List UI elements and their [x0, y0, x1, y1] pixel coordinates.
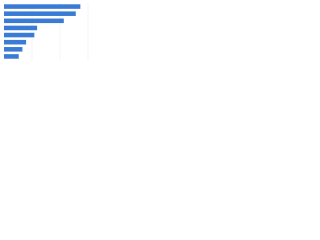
- bar: [4, 32, 35, 38]
- bar: [4, 25, 38, 31]
- bar: [4, 54, 19, 59]
- bar: [4, 4, 81, 9]
- bar: [4, 18, 64, 24]
- bar: [4, 39, 27, 45]
- bar: [4, 47, 23, 52]
- bar: [4, 11, 76, 16]
- chart: [0, 0, 100, 71]
